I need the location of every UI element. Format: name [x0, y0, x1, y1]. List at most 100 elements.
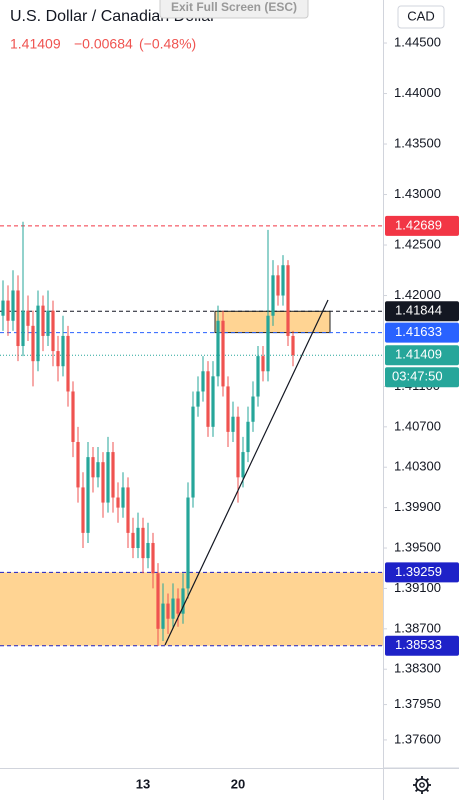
gear-teeth[interactable] — [413, 776, 431, 794]
price-label: 1.39259 — [395, 564, 442, 579]
candle-body — [171, 598, 175, 619]
price-label-box — [385, 322, 459, 343]
price-label: 1.41633 — [395, 324, 442, 339]
candle-body — [146, 542, 150, 559]
candle-body — [261, 356, 265, 372]
candle-body — [76, 441, 80, 488]
candle-body — [51, 310, 55, 352]
trend-line — [164, 299, 329, 646]
candle-body — [161, 603, 165, 629]
candle-body — [201, 371, 205, 392]
candle-body — [6, 300, 10, 321]
candle-body — [251, 396, 255, 422]
candle-body — [41, 305, 45, 336]
price-label-box — [385, 345, 459, 366]
candle-body — [81, 487, 85, 533]
price-label: 1.41844 — [395, 303, 442, 318]
candle-body — [256, 356, 260, 397]
zone — [0, 572, 383, 646]
candle-body — [181, 588, 185, 614]
candle-body — [101, 462, 105, 503]
candle-body — [126, 487, 130, 533]
candle-body — [246, 421, 250, 453]
y-tick-label: 1.39100 — [394, 580, 441, 595]
candle-body — [26, 310, 30, 326]
candle-body — [141, 527, 145, 559]
y-tick-label: 1.44500 — [394, 34, 441, 49]
candle-body — [186, 497, 190, 589]
y-tick-label: 1.39900 — [394, 499, 441, 514]
candle-body — [86, 457, 90, 533]
x-tick-label: 20 — [231, 776, 245, 791]
candle-body — [281, 265, 285, 296]
candle-body — [1, 300, 5, 316]
candle-body — [56, 351, 60, 367]
candle-body — [196, 391, 200, 407]
y-tick-label: 1.38700 — [394, 620, 441, 635]
candle-body — [21, 310, 25, 347]
y-tick-label: 1.44000 — [394, 85, 441, 100]
candle-body — [176, 598, 180, 614]
candle-body — [111, 452, 115, 498]
candle-body — [166, 603, 170, 619]
candle-body — [216, 320, 220, 377]
candle-body — [286, 265, 290, 336]
currency-label[interactable]: CAD — [407, 8, 434, 23]
candle-body — [66, 335, 70, 392]
countdown-box — [385, 367, 459, 388]
price-change: −0.00684 — [74, 36, 133, 52]
last-price: 1.41409 — [10, 36, 61, 52]
candle-body — [121, 487, 125, 508]
candle-body — [46, 310, 50, 336]
candle-body — [11, 290, 15, 321]
candle-body — [71, 391, 75, 442]
y-tick-label: 1.42500 — [394, 236, 441, 251]
y-tick-label: 1.38300 — [394, 661, 441, 676]
y-tick-label: 1.39500 — [394, 539, 441, 554]
price-change-pct: (−0.48%) — [139, 36, 196, 52]
price-label-box — [385, 562, 459, 583]
candle-body — [61, 335, 65, 367]
candle-body — [266, 315, 270, 372]
y-tick-label: 1.37600 — [394, 731, 441, 746]
plot — [0, 221, 383, 647]
x-tick-label: 13 — [136, 776, 150, 791]
candle-body — [291, 335, 295, 356]
candle-body — [211, 376, 215, 427]
countdown: 03:47:50 — [392, 369, 443, 384]
y-tick-label: 1.37950 — [394, 696, 441, 711]
currency-button[interactable] — [397, 5, 445, 29]
candle-body — [16, 290, 20, 347]
y-tick-label: 1.40700 — [394, 418, 441, 433]
price-label-box — [385, 635, 459, 656]
price-label: 1.41409 — [395, 347, 442, 362]
settings-gear[interactable] — [413, 776, 431, 794]
candle-body — [116, 497, 120, 508]
y-tick-label: 1.43000 — [394, 186, 441, 201]
candle-body — [156, 573, 160, 629]
candle-body — [151, 542, 155, 574]
candle-body — [231, 416, 235, 432]
price-label: 1.38533 — [395, 637, 442, 652]
candle-body — [206, 371, 210, 427]
price-label-box — [385, 215, 459, 236]
exit-fullscreen-button[interactable] — [159, 0, 309, 19]
candle-body — [271, 275, 275, 316]
candle-body — [276, 275, 280, 296]
gear-hub[interactable] — [419, 782, 425, 788]
candle-body — [96, 462, 100, 478]
price-label-box — [385, 301, 459, 322]
candle-body — [91, 457, 95, 478]
candle-body — [191, 406, 195, 498]
exit-fullscreen-label[interactable]: Exit Full Screen (ESC) — [171, 0, 297, 14]
candle-body — [131, 532, 135, 549]
candle-body — [236, 416, 240, 478]
candle-body — [226, 386, 230, 432]
candle-body — [221, 320, 225, 387]
candle-body — [36, 305, 40, 362]
y-tick-label: 1.40300 — [394, 459, 441, 474]
y-tick-label: 1.42000 — [394, 287, 441, 302]
candle-body — [136, 527, 140, 549]
candle-body — [106, 452, 110, 503]
